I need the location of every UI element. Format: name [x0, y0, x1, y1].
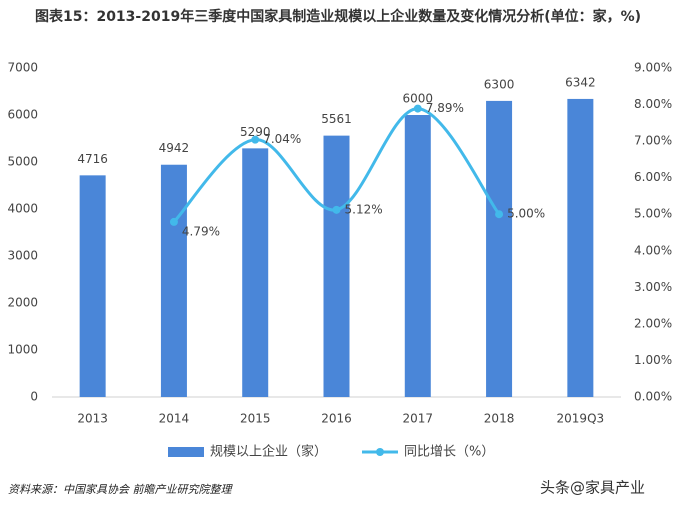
y2-tick-label: 8.00% — [634, 97, 672, 111]
bar — [79, 175, 106, 397]
line-point — [332, 205, 341, 214]
y2-tick-label: 5.00% — [634, 207, 672, 221]
bar — [567, 98, 594, 398]
bar-value-label: 5290 — [240, 125, 271, 139]
x-tick-label: 2017 — [403, 412, 434, 426]
source: 资料来源：中国家具协会 前瞻产业研究院整理 — [8, 483, 233, 496]
line-value-label: 5.00% — [507, 207, 545, 221]
x-tick-label: 2018 — [484, 412, 515, 426]
legend-swatch — [168, 447, 204, 457]
y-tick-label: 2000 — [7, 296, 38, 310]
bar — [486, 100, 513, 398]
y-tick-label: 1000 — [7, 343, 38, 357]
bar-value-label: 5561 — [321, 112, 352, 126]
y2-tick-label: 4.00% — [634, 243, 672, 257]
y-tick-label: 4000 — [7, 202, 38, 216]
bar-value-label: 4942 — [159, 141, 190, 155]
chart-title: 图表15：2013-2019年三季度中国家具制造业规模以上企业数量及变化情况分析… — [34, 9, 642, 25]
legend-swatch — [376, 448, 384, 456]
y2-tick-label: 0.00% — [634, 390, 672, 404]
legend-label: 规模以上企业（家） — [210, 444, 327, 460]
line-point — [495, 210, 504, 219]
x-tick-label: 2014 — [159, 412, 190, 426]
y2-tick-label: 1.00% — [634, 353, 672, 367]
watermark: 头条@家具产业 — [540, 479, 645, 497]
bar-value-label: 6300 — [484, 77, 515, 91]
legend-label: 同比增长（%） — [404, 445, 494, 460]
bar — [242, 148, 269, 397]
bar-value-label: 6342 — [565, 75, 596, 89]
line-value-label: 7.04% — [263, 132, 301, 146]
y-tick-label: 6000 — [7, 108, 38, 122]
y2-tick-label: 3.00% — [634, 280, 672, 294]
line-value-label: 5.12% — [345, 202, 383, 216]
y2-tick-label: 7.00% — [634, 134, 672, 148]
bar-value-label: 4716 — [77, 152, 108, 166]
y-tick-label: 7000 — [7, 61, 38, 75]
bar — [404, 115, 431, 397]
y-tick-label: 3000 — [7, 249, 38, 263]
line-value-label: 7.89% — [426, 101, 464, 115]
line-point — [251, 135, 260, 144]
bar — [323, 135, 350, 397]
y2-tick-label: 6.00% — [634, 170, 672, 184]
x-tick-label: 2015 — [240, 412, 271, 426]
x-tick-label: 2013 — [77, 412, 108, 426]
line-point — [169, 217, 178, 226]
y-tick-label: 0 — [30, 390, 38, 404]
bar-value-label: 6000 — [403, 92, 434, 106]
y2-tick-label: 2.00% — [634, 316, 672, 330]
y-tick-label: 5000 — [7, 155, 38, 169]
x-tick-label: 2016 — [321, 412, 352, 426]
x-tick-label: 2019Q3 — [557, 412, 605, 426]
y2-tick-label: 9.00% — [634, 61, 672, 75]
line-value-label: 4.79% — [182, 224, 220, 238]
line-point — [413, 104, 422, 113]
bar — [160, 164, 187, 397]
